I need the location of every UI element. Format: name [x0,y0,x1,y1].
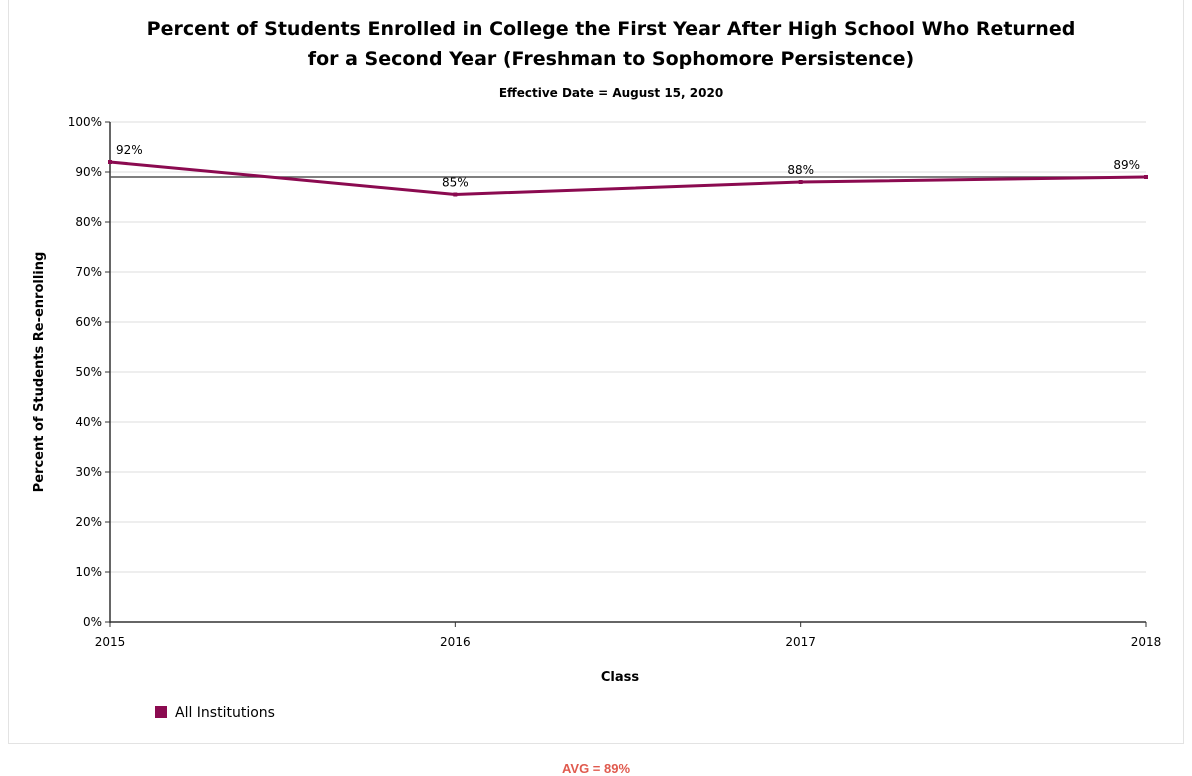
average-summary: AVG = 89% [561,761,631,776]
series-line [109,160,1147,196]
chart-panel: Percent of Students Enrolled in College … [8,0,1184,744]
y-tick-label: 50% [75,365,102,379]
data-label: 89% [1113,158,1140,172]
chart-title-line-1: Percent of Students Enrolled in College … [147,18,1076,40]
legend-label-all-institutions: All Institutions [175,705,275,721]
y-tick-label: 70% [75,265,102,279]
data-label: 92% [116,143,143,157]
chart-title-line-2: for a Second Year (Freshman to Sophomore… [308,48,914,70]
legend: All Institutions [155,705,275,721]
y-axis-ticks: 0% 10% 20% 30% 40% 50% 60% 70% 80% 90% 100% [68,115,110,629]
y-tick-label: 10% [75,565,102,579]
legend-swatch-all-institutions [155,706,167,718]
y-tick-label: 80% [75,215,102,229]
data-point [798,180,803,184]
x-tick-label: 2018 [1131,635,1162,649]
data-label: 88% [787,163,814,177]
y-tick-label: 40% [75,415,102,429]
data-point [1144,175,1148,179]
data-point [108,160,112,164]
y-tick-label: 60% [75,315,102,329]
x-tick-label: 2015 [95,635,126,649]
x-tick-label: 2017 [785,635,816,649]
persistence-line-chart: Percent of Students Enrolled in College … [32,18,1162,721]
series-all-institutions: 92% 85% 88% 89% [108,143,1148,197]
x-axis-ticks: 2015 2016 2017 2018 [95,622,1162,649]
chart-subtitle: Effective Date = August 15, 2020 [499,86,723,100]
y-tick-label: 100% [68,115,102,129]
x-axis-title: Class [601,670,640,685]
y-axis-title: Percent of Students Re-enrolling [32,252,47,493]
data-point [453,192,458,197]
y-tick-label: 90% [75,165,102,179]
x-tick-label: 2016 [440,635,471,649]
gridlines [110,121,1146,573]
data-label: 85% [442,176,469,190]
y-tick-label: 0% [83,615,102,629]
y-tick-label: 20% [75,515,102,529]
y-tick-label: 30% [75,465,102,479]
